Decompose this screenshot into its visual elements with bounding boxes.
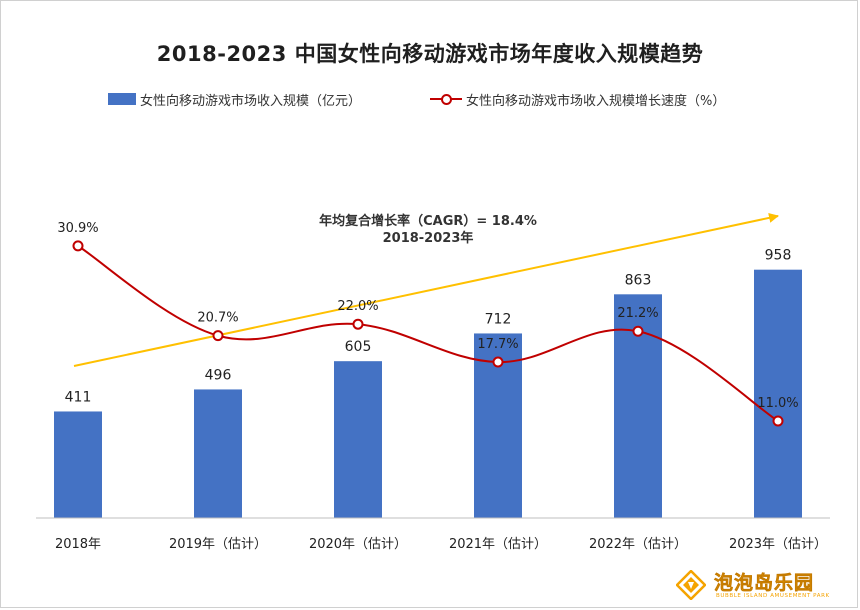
- growth-point-3: [492, 356, 504, 368]
- legend-item-growth: 女性向移动游戏市场收入规模增长速度（%）: [430, 90, 726, 109]
- cagr-trend-arrow: [73, 212, 779, 367]
- growth-value-label-4: 21.2%: [617, 306, 658, 321]
- bar-value-label-5: 958: [765, 248, 792, 264]
- x-tick-label-5: 2023年（估计）: [729, 537, 827, 552]
- legend-bar-swatch: [108, 93, 136, 105]
- chart-title: 2018-2023 中国女性向移动游戏市场年度收入规模趋势: [156, 42, 704, 66]
- legend-label-revenue: 女性向移动游戏市场收入规模（亿元）: [140, 93, 362, 109]
- x-tick-label-2: 2020年（估计）: [309, 537, 407, 552]
- bar-1: [194, 389, 242, 518]
- growth-value-label-0: 30.9%: [57, 221, 98, 236]
- growth-value-label-5: 11.0%: [757, 396, 798, 411]
- bar-value-label-0: 411: [65, 389, 92, 405]
- growth-point-5: [772, 415, 784, 427]
- legend-label-growth: 女性向移动游戏市场收入规模增长速度（%）: [466, 93, 726, 109]
- growth-point-0: [72, 240, 84, 252]
- growth-value-label-2: 22.0%: [337, 299, 378, 314]
- growth-point-1: [212, 330, 224, 342]
- growth-point-2: [352, 318, 364, 330]
- x-tick-label-4: 2022年（估计）: [589, 537, 687, 552]
- bar-value-label-3: 712: [485, 311, 512, 327]
- bar-5: [754, 269, 802, 518]
- growth-value-label-3: 17.7%: [477, 337, 518, 352]
- x-tick-label-0: 2018年: [55, 537, 101, 552]
- watermark-text-en: BUBBLE ISLAND AMUSEMENT PARK: [716, 593, 830, 599]
- bubble-diamond-icon: [676, 570, 706, 600]
- cagr-annotation-line1: 年均复合增长率（CAGR）= 18.4%: [319, 213, 537, 229]
- growth-point-4: [632, 325, 644, 337]
- bar-value-label-4: 863: [625, 272, 652, 288]
- legend-item-revenue: 女性向移动游戏市场收入规模（亿元）: [108, 90, 362, 109]
- bar-0: [54, 411, 102, 518]
- watermark-text-cn: 泡泡岛乐园: [714, 572, 815, 595]
- growth-rate-line: [77, 245, 779, 422]
- growth-value-label-1: 20.7%: [197, 311, 238, 326]
- legend-line-swatch: [430, 93, 462, 105]
- watermark-logo: 泡泡岛乐园 BUBBLE ISLAND AMUSEMENT PARK: [676, 568, 856, 604]
- cagr-annotation-line2: 2018-2023年: [383, 230, 474, 246]
- x-tick-label-1: 2019年（估计）: [169, 537, 267, 552]
- bar-2: [334, 361, 382, 518]
- x-tick-label-3: 2021年（估计）: [449, 537, 547, 552]
- bar-value-label-1: 496: [205, 367, 232, 383]
- bar-value-label-2: 605: [345, 339, 372, 355]
